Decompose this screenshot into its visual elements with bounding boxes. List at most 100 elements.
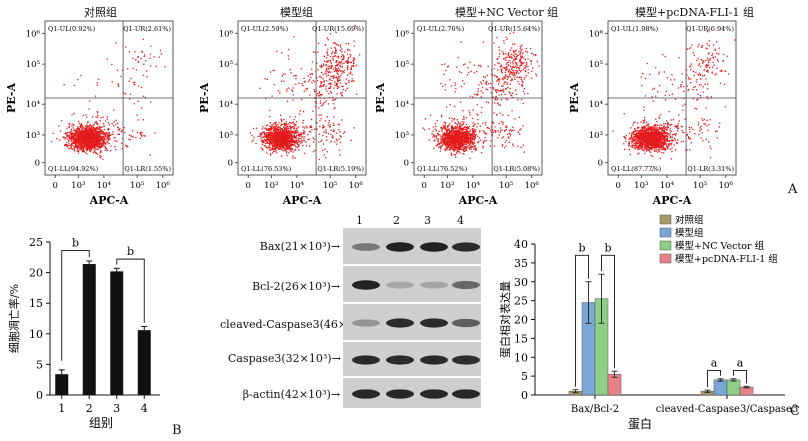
flow-event-dot — [475, 148, 477, 150]
flow-event-dot — [67, 139, 70, 142]
flow-event-dot — [525, 62, 528, 64]
flow-event-dot — [523, 62, 525, 64]
flow-event-dot — [266, 78, 268, 80]
flow-event-dot — [275, 146, 277, 149]
flow-event-dot — [275, 134, 277, 136]
flow-event-dot — [87, 144, 89, 146]
flow-event-dot — [347, 58, 349, 60]
flow-event-dot — [81, 132, 83, 134]
flow-event-dot — [89, 149, 91, 151]
quadrant-lr-label: Q1-LR(5.19%) — [317, 165, 364, 173]
flow-event-dot — [112, 125, 115, 127]
flow-event-dot — [457, 132, 460, 135]
flow-event-dot — [79, 146, 82, 148]
flow-event-dot — [511, 77, 513, 80]
y-tick-label: 10⁴ — [26, 100, 41, 110]
flow-event-dot — [75, 142, 78, 144]
flow-event-dot — [81, 130, 83, 132]
flow-event-dot — [512, 74, 514, 76]
flow-event-dot — [469, 95, 472, 97]
flow-event-dot — [297, 139, 299, 141]
flow-event-dot — [465, 141, 467, 143]
flow-event-dot — [129, 139, 131, 141]
flow-event-dot — [473, 130, 475, 132]
flow-event-dot — [502, 88, 505, 91]
flow-event-dot — [107, 121, 110, 124]
flow-event-dot — [317, 42, 320, 44]
flow-event-dot — [443, 132, 445, 134]
flow-event-dot — [76, 139, 78, 141]
flow-event-dot — [294, 157, 296, 159]
flow-event-dot — [453, 139, 455, 141]
flow-event-dot — [493, 88, 495, 90]
flow-event-dot — [92, 129, 94, 131]
flow-event-dot — [66, 138, 69, 140]
flow-event-dot — [82, 147, 85, 149]
flow-event-dot — [130, 135, 132, 137]
flow-event-dot — [333, 130, 335, 132]
flow-event-dot — [318, 95, 320, 97]
flow-event-dot — [97, 114, 99, 116]
flow-event-dot — [278, 148, 280, 150]
flow-event-dot — [275, 125, 277, 127]
flow-event-dot — [79, 144, 81, 146]
flow-event-dot — [78, 138, 80, 140]
flow-event-dot — [91, 141, 94, 143]
flow-event-dot — [298, 144, 300, 146]
flow-event-dot — [515, 62, 518, 64]
flow-event-dot — [322, 149, 324, 152]
flow-event-dot — [284, 130, 286, 132]
flow-event-dot — [326, 60, 329, 62]
flow-event-dot — [92, 127, 94, 129]
flow-event-dot — [277, 143, 280, 145]
flow-event-dot — [445, 147, 448, 149]
flow-event-dot — [87, 147, 89, 149]
flow-event-dot — [477, 65, 480, 67]
flow-event-dot — [73, 112, 75, 115]
flow-event-dot — [464, 135, 466, 137]
flow-event-dot — [133, 103, 135, 105]
flow-event-dot — [325, 100, 328, 102]
flow-event-dot — [323, 64, 325, 67]
flow-event-dot — [77, 133, 80, 135]
flow-event-dot — [471, 140, 473, 142]
flow-event-dot — [319, 94, 321, 96]
flow-event-dot — [289, 136, 292, 138]
y-tick-label: 0 — [404, 159, 409, 169]
flow-event-dot — [81, 123, 83, 125]
flow-event-dot — [348, 81, 350, 83]
flow-event-dot — [336, 56, 338, 58]
flow-event-dot — [89, 124, 91, 127]
flow-event-dot — [337, 67, 340, 69]
flow-event-dot — [289, 68, 291, 71]
flow-event-dot — [480, 66, 482, 68]
flow-event-dot — [479, 129, 481, 132]
flow-event-dot — [447, 128, 449, 130]
flow-event-dot — [481, 83, 483, 85]
flow-event-dot — [333, 98, 335, 101]
flow-event-dot — [91, 116, 94, 118]
flow-event-dot — [94, 141, 96, 143]
flow-event-dot — [91, 136, 94, 138]
flow-event-dot — [99, 137, 102, 139]
flow-event-dot — [289, 137, 291, 140]
flow-event-dot — [320, 82, 322, 85]
flow-event-dot — [444, 126, 446, 128]
flow-event-dot — [299, 113, 301, 115]
flow-event-dot — [325, 61, 327, 63]
flow-event-dot — [479, 125, 481, 127]
flow-event-dot — [328, 92, 330, 95]
flow-event-dot — [72, 148, 74, 150]
flow-event-dot — [110, 145, 112, 147]
flow-event-dot — [444, 149, 446, 151]
flow-event-dot — [96, 123, 99, 125]
flow-event-dot — [485, 82, 487, 84]
flow-event-dot — [88, 125, 90, 127]
quadrant-ur-label: Q1-UR(2.61%) — [123, 25, 171, 33]
flow-event-dot — [97, 116, 99, 118]
flow-event-dot — [470, 136, 472, 138]
flow-event-dot — [295, 136, 297, 138]
flow-event-dot — [319, 84, 321, 86]
flow-event-dot — [342, 58, 344, 60]
flow-event-dot — [514, 43, 516, 45]
